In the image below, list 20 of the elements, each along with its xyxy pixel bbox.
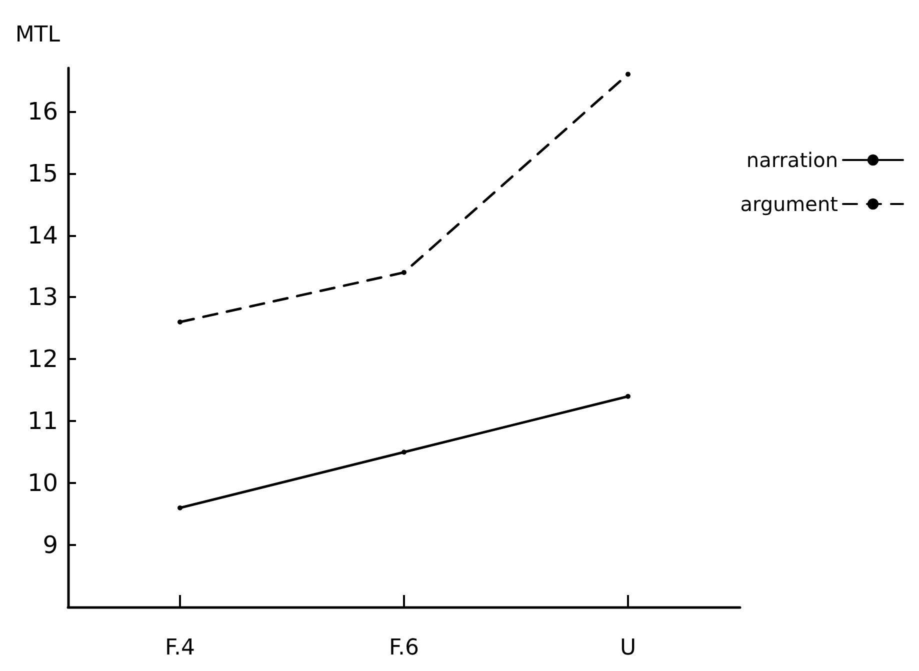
- y-tick-label: 14: [27, 221, 58, 250]
- point: [626, 394, 630, 399]
- y-tick-label: 11: [27, 407, 58, 436]
- y-tick-label: 15: [27, 159, 58, 188]
- y-tick-label: 16: [27, 97, 58, 126]
- x-tick-label: F.6: [388, 636, 420, 660]
- y-tick-label: 9: [42, 531, 58, 560]
- legend-label: argument: [740, 192, 838, 216]
- point: [626, 72, 630, 77]
- y-tick-label: 10: [27, 469, 58, 498]
- point: [178, 320, 182, 325]
- y-axis-title: MTL: [15, 22, 61, 48]
- point: [402, 450, 406, 455]
- legend-label: narration: [746, 148, 838, 172]
- y-tick-label: 12: [27, 345, 58, 374]
- x-tick-label: U: [620, 636, 636, 660]
- point: [178, 505, 182, 510]
- y-tick-label: 13: [27, 283, 58, 312]
- point: [402, 270, 406, 275]
- x-tick-label: F.4: [164, 636, 196, 660]
